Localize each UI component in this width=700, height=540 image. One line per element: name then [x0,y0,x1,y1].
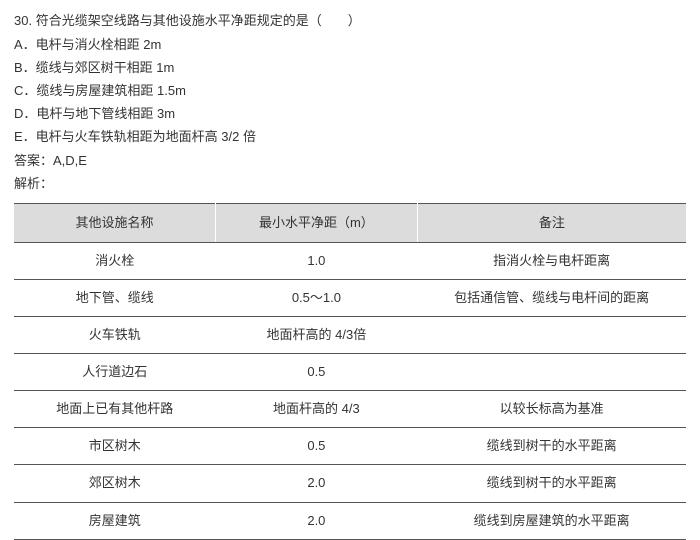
question-text: 符合光缆架空线路与其他设施水平净距规定的是（ ） [36,13,361,28]
cell-remark: 缆线到房屋建筑的水平距离 [417,502,686,539]
option-e: E．电杆与火车铁轨相距为地面杆高 3/2 倍 [14,126,686,148]
cell-clearance: 地面杆高的 4/3 [216,391,418,428]
option-label: E． [14,129,36,144]
table-row: 郊区树木 2.0 缆线到树干的水平距离 [14,465,686,502]
cell-remark: 缆线到树干的水平距离 [417,465,686,502]
option-d: D．电杆与地下管线相距 3m [14,103,686,125]
table-row: 房屋建筑 2.0 缆线到房屋建筑的水平距离 [14,502,686,539]
option-label: C． [14,83,36,98]
cell-remark [417,317,686,354]
option-label: B． [14,60,36,75]
option-text: 缆线与房屋建筑相距 1.5m [36,83,186,98]
option-label: A． [14,37,36,52]
cell-facility: 房屋建筑 [14,502,216,539]
cell-remark: 缆线到树干的水平距离 [417,428,686,465]
cell-clearance: 2.0 [216,502,418,539]
cell-clearance: 2.0 [216,465,418,502]
header-remark: 备注 [417,203,686,242]
answer-label: 答案： [14,153,53,168]
option-text: 电杆与地下管线相距 3m [36,106,175,121]
cell-facility: 郊区树木 [14,465,216,502]
cell-clearance: 地面杆高的 4/3倍 [216,317,418,354]
clearance-table: 其他设施名称 最小水平净距（m） 备注 消火栓 1.0 指消火栓与电杆距离 地下… [14,203,686,540]
table-row: 消火栓 1.0 指消火栓与电杆距离 [14,242,686,279]
question-number: 30. [14,13,32,28]
cell-facility: 消火栓 [14,242,216,279]
table-row: 地面上已有其他杆路 地面杆高的 4/3 以较长标高为基准 [14,391,686,428]
cell-remark: 指消火栓与电杆距离 [417,242,686,279]
table-header-row: 其他设施名称 最小水平净距（m） 备注 [14,203,686,242]
option-text: 缆线与郊区树干相距 1m [36,60,175,75]
answer-value: A,D,E [53,153,87,168]
question-stem: 30. 符合光缆架空线路与其他设施水平净距规定的是（ ） [14,10,686,32]
cell-facility: 市区树木 [14,428,216,465]
header-facility: 其他设施名称 [14,203,216,242]
table-row: 火车铁轨 地面杆高的 4/3倍 [14,317,686,354]
answer-line: 答案：A,D,E [14,150,686,172]
cell-facility: 地面上已有其他杆路 [14,391,216,428]
option-text: 电杆与消火栓相距 2m [36,37,162,52]
cell-clearance: 0.5 [216,354,418,391]
cell-facility: 火车铁轨 [14,317,216,354]
table-row: 人行道边石 0.5 [14,354,686,391]
option-text: 电杆与火车铁轨相距为地面杆高 3/2 倍 [36,129,256,144]
cell-facility: 人行道边石 [14,354,216,391]
cell-clearance: 1.0 [216,242,418,279]
cell-facility: 地下管、缆线 [14,279,216,316]
cell-clearance: 0.5 [216,428,418,465]
option-a: A．电杆与消火栓相距 2m [14,34,686,56]
table-body: 消火栓 1.0 指消火栓与电杆距离 地下管、缆线 0.5～1.0 包括通信管、缆… [14,242,686,539]
cell-clearance: 0.5～1.0 [216,279,418,316]
cell-remark [417,354,686,391]
option-b: B．缆线与郊区树干相距 1m [14,57,686,79]
header-clearance: 最小水平净距（m） [216,203,418,242]
table-row: 市区树木 0.5 缆线到树干的水平距离 [14,428,686,465]
option-c: C．缆线与房屋建筑相距 1.5m [14,80,686,102]
table-row: 地下管、缆线 0.5～1.0 包括通信管、缆线与电杆间的距离 [14,279,686,316]
option-label: D． [14,106,36,121]
cell-remark: 包括通信管、缆线与电杆间的距离 [417,279,686,316]
analysis-label: 解析： [14,173,686,195]
cell-remark: 以较长标高为基准 [417,391,686,428]
